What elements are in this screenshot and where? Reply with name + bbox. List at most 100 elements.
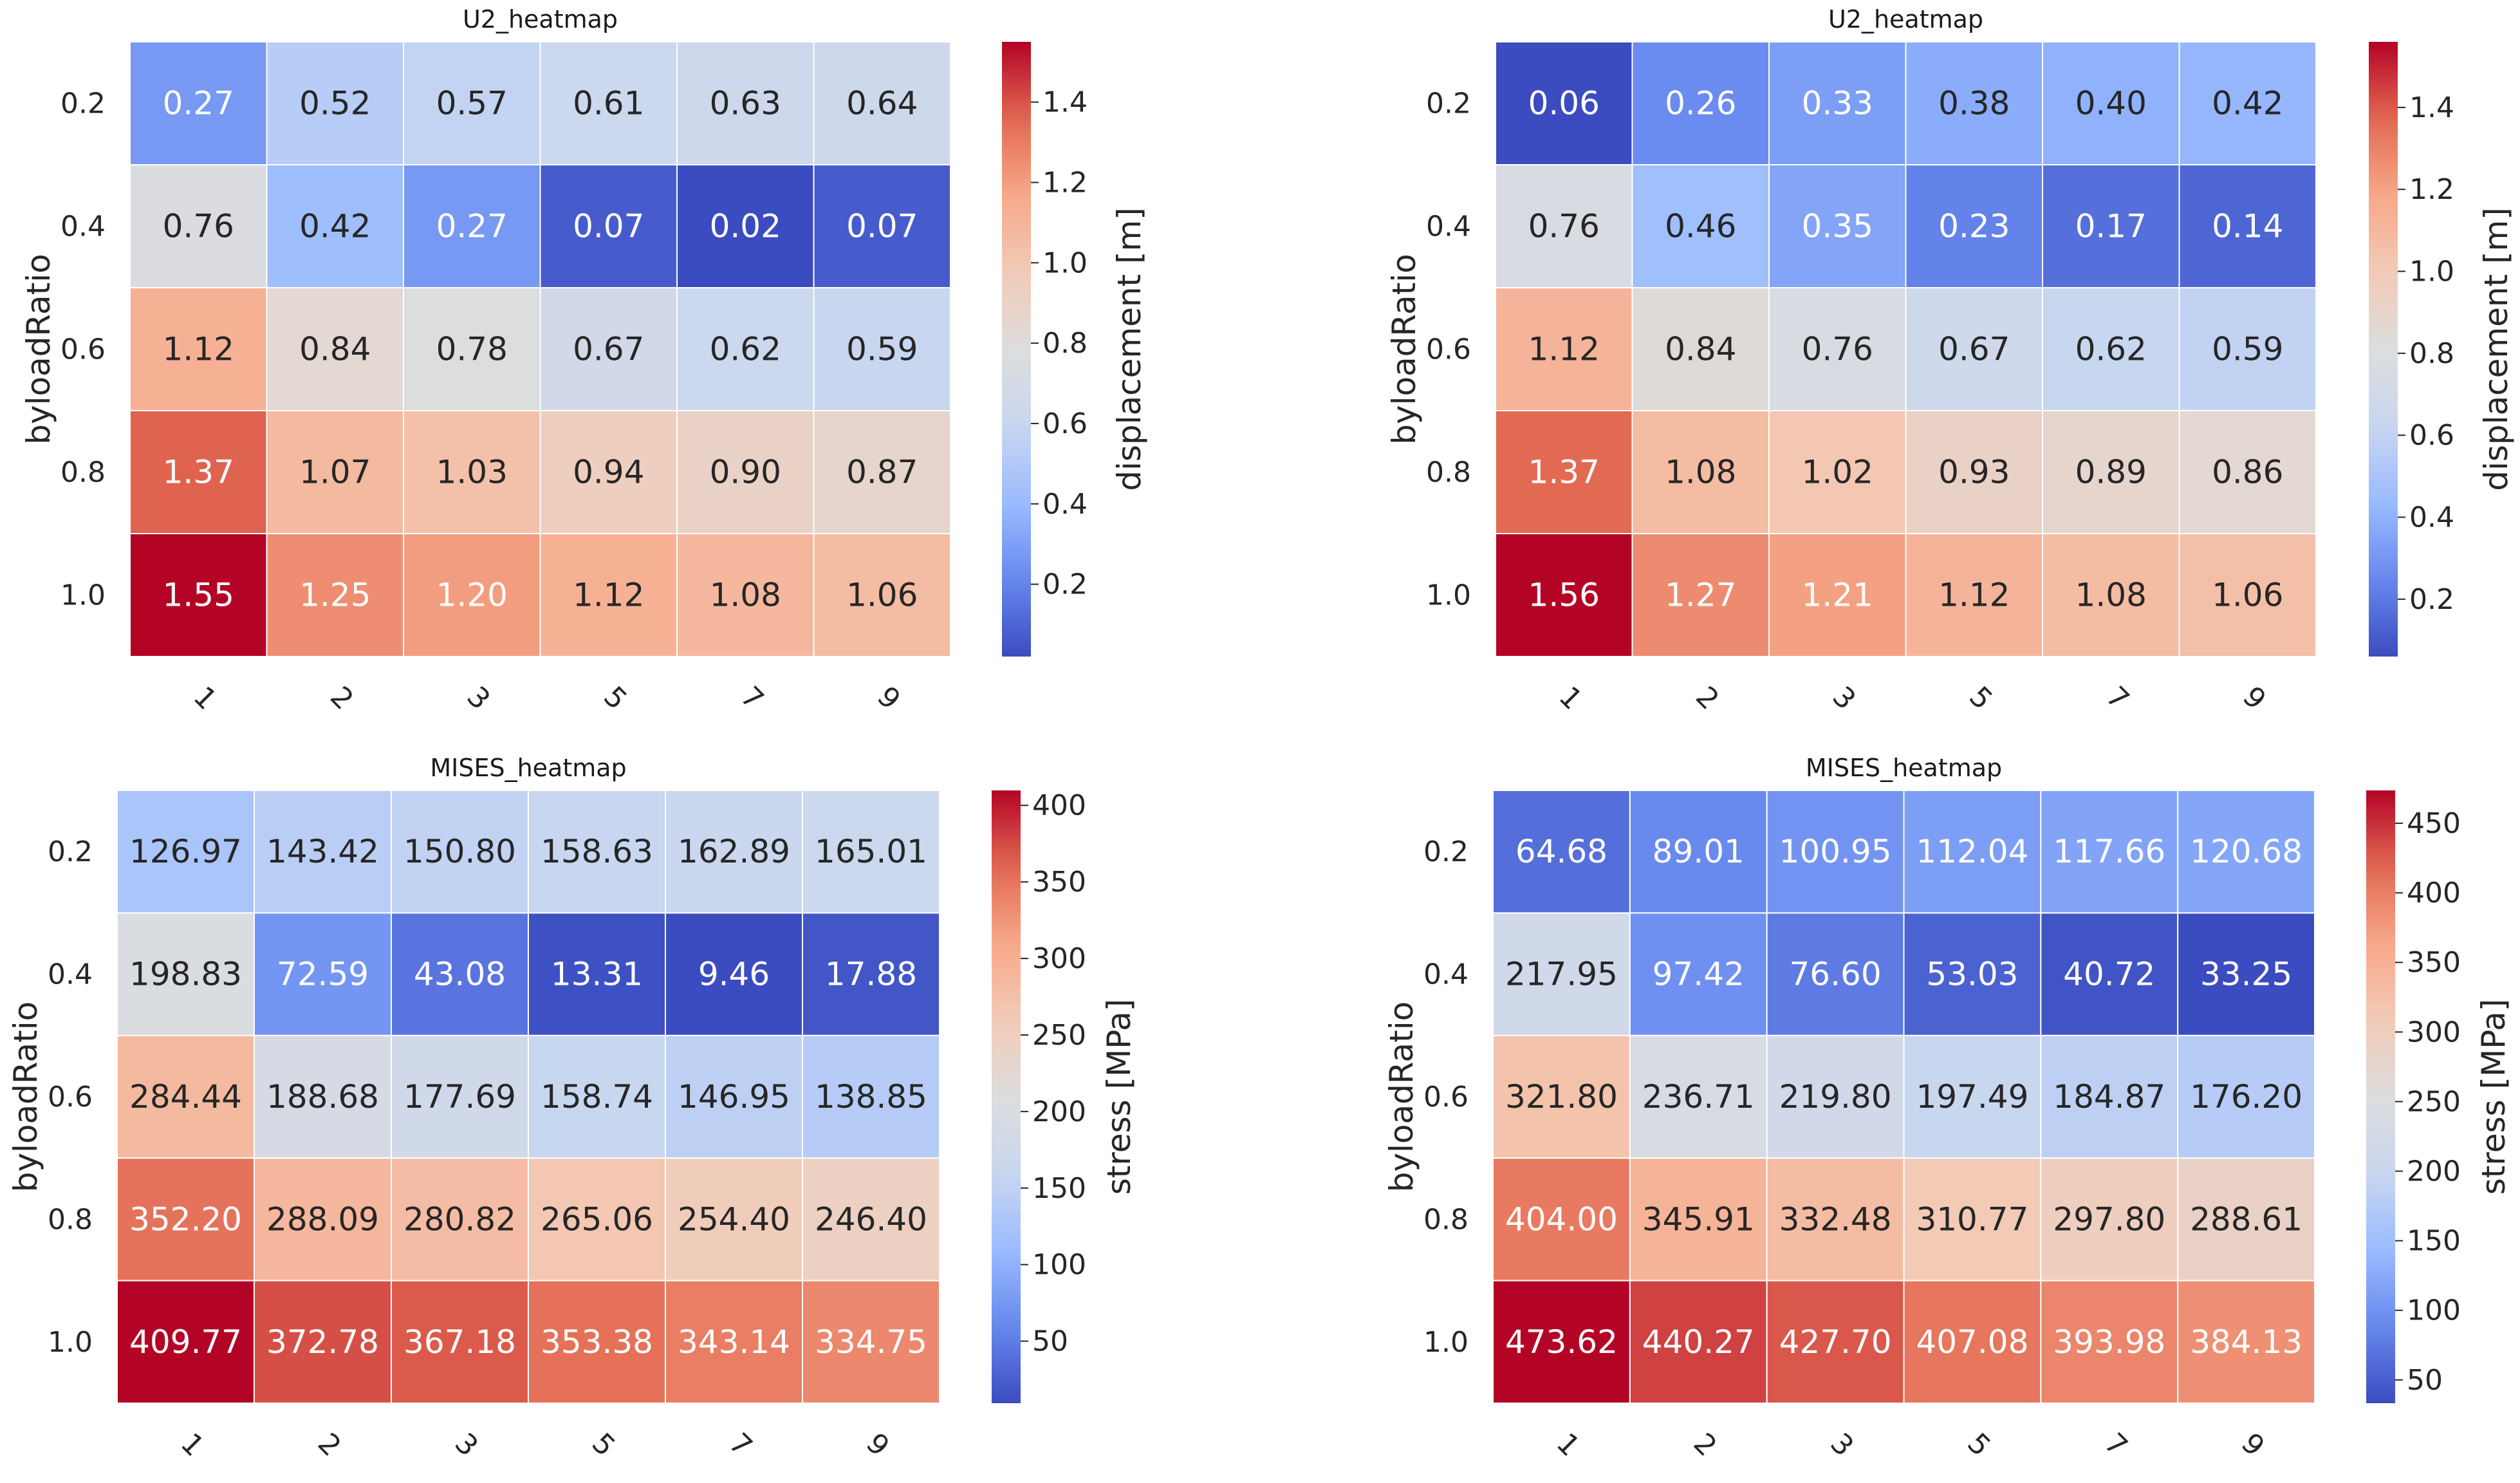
heatmap-cell [1766, 1034, 1905, 1159]
cell-value-label: 0.14 [2212, 208, 2283, 245]
heatmap-cell [1495, 164, 1633, 288]
cell-value-label: 1.08 [710, 577, 781, 614]
heatmap-cell [528, 790, 666, 914]
colorbar-tick-label: 0.8 [2409, 337, 2454, 370]
heatmap-cell [1766, 1280, 1905, 1404]
colorbar-tick-label: 150 [1032, 1172, 1086, 1205]
cell-value-label: 112.04 [1916, 833, 2028, 870]
heatmap-cell [1492, 912, 1631, 1036]
heatmap-cell [2178, 533, 2317, 657]
cell-value-label: 297.80 [2053, 1200, 2165, 1238]
heatmap-cell [676, 164, 815, 288]
cell-value-label: 440.27 [1642, 1323, 1755, 1361]
cell-value-label: 0.67 [1938, 331, 2010, 368]
x-tick-label: 3 [1824, 1427, 1860, 1463]
y-axis-label: byloadRatio [1383, 1002, 1420, 1193]
heatmap-cell [254, 1034, 392, 1159]
heatmap-cell [802, 1034, 940, 1159]
heatmap-cell [129, 533, 268, 657]
y-tick-label: 0.6 [60, 333, 106, 366]
heatmap-cell [1766, 790, 1905, 914]
cell-value-label: 165.01 [815, 833, 927, 870]
cell-value-label: 473.62 [1505, 1323, 1618, 1361]
colorbar [2366, 790, 2395, 1403]
cell-value-label: 1.37 [1528, 454, 1600, 491]
heatmap-cell [2042, 41, 2180, 165]
cell-value-label: 427.70 [1779, 1323, 1892, 1361]
chart-title: U2_heatmap [463, 5, 618, 33]
cell-value-label: 1.07 [299, 454, 371, 491]
cell-value-label: 143.42 [266, 833, 379, 870]
colorbar-tick-label: 0.6 [1042, 407, 1088, 440]
y-tick-label: 0.2 [48, 835, 93, 868]
y-tick-label: 0.6 [1423, 1081, 1468, 1114]
heatmap-cell [802, 1157, 940, 1282]
cell-value-label: 1.08 [1665, 454, 1736, 491]
cell-value-label: 146.95 [678, 1078, 790, 1115]
cell-value-label: 120.68 [2190, 833, 2302, 870]
heatmap-cell [391, 1034, 529, 1159]
x-tick-label: 5 [1961, 1427, 1997, 1463]
heatmap-cell [266, 164, 404, 288]
x-tick-label: 3 [1826, 680, 1862, 716]
colorbar-tick-label: 200 [2407, 1155, 2461, 1188]
heatmap-cell [1631, 41, 1770, 165]
heatmap-cell [1768, 410, 1907, 534]
y-axis-label: byloadRatio [1385, 254, 1423, 445]
cell-value-label: 0.02 [710, 208, 781, 245]
heatmap-cell [2040, 1280, 2179, 1404]
colorbar-tick-label: 200 [1032, 1096, 1086, 1128]
colorbar-label: stress [MPa] [1100, 999, 1138, 1195]
y-tick-label: 0.6 [1426, 333, 1471, 366]
colorbar-tick-label: 50 [1032, 1325, 1068, 1358]
colorbar-tick-label: 1.2 [1042, 166, 1088, 199]
heatmap-cell [391, 912, 529, 1036]
cell-value-label: 0.84 [1665, 331, 1736, 368]
cell-value-label: 404.00 [1505, 1200, 1618, 1238]
heatmap-cell [1905, 164, 2043, 288]
heatmap-cell [1768, 287, 1907, 411]
cell-value-label: 367.18 [403, 1323, 516, 1361]
cell-value-label: 176.20 [2190, 1078, 2302, 1115]
cell-value-label: 0.84 [299, 331, 371, 368]
heatmap-cell [266, 287, 404, 411]
heatmap-cell [528, 912, 666, 1036]
heatmap-cell [2178, 41, 2317, 165]
heatmap-cell [1903, 912, 2042, 1036]
heatmap-cell [2177, 1157, 2316, 1282]
heatmap-cell [1629, 912, 1768, 1036]
heatmap-cell [403, 164, 541, 288]
x-tick-label: 7 [2100, 680, 2136, 716]
colorbar-tick-label: 50 [2407, 1364, 2443, 1397]
cell-value-label: 17.88 [825, 956, 917, 993]
heatmap-cell [116, 1157, 255, 1282]
colorbar-tick-label: 450 [2407, 807, 2461, 840]
colorbar-tick-label: 250 [2407, 1085, 2461, 1118]
cell-value-label: 184.87 [2053, 1078, 2165, 1115]
colorbar-tick-label: 100 [1032, 1249, 1086, 1282]
heatmap-cell [813, 164, 951, 288]
heatmap-cell [1766, 912, 1905, 1036]
x-tick-label: 9 [871, 680, 907, 716]
cell-value-label: 334.75 [815, 1323, 927, 1361]
heatmap-cell [676, 41, 815, 165]
heatmap-cell [403, 287, 541, 411]
heatmap-cell [1492, 1034, 1631, 1159]
heatmap-cell [2177, 1034, 2316, 1159]
heatmap-cell [266, 533, 404, 657]
heatmap-cell [676, 287, 815, 411]
x-tick-label: 1 [1550, 1427, 1586, 1463]
cell-value-label: 97.42 [1653, 956, 1745, 993]
colorbar-tick-label: 0.2 [2409, 583, 2454, 616]
cell-value-label: 352.20 [129, 1200, 242, 1238]
cell-value-label: 0.64 [846, 85, 918, 122]
heatmap-cell [2177, 1280, 2316, 1404]
cell-value-label: 384.13 [2190, 1323, 2302, 1361]
heatmap-cell [1629, 790, 1768, 914]
heatmap-cell [1492, 790, 1631, 914]
cell-value-label: 72.59 [277, 956, 369, 993]
heatmap-cell [254, 912, 392, 1036]
